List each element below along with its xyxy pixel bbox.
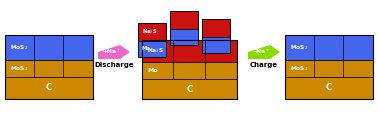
Bar [170,11,198,29]
Text: C: C [326,84,332,92]
Bar [5,35,93,99]
Bar [138,23,166,41]
Text: Mo: Mo [147,68,158,73]
Bar [5,77,93,99]
Polygon shape [98,45,130,59]
Text: C: C [46,84,52,92]
Text: MoS$_2$: MoS$_2$ [290,43,308,52]
Bar [142,40,237,62]
Bar [5,60,93,77]
Text: Mo: Mo [142,47,151,52]
Bar [285,60,373,77]
Bar [5,35,93,60]
Text: +Na$^+$: +Na$^+$ [102,48,122,56]
Text: Charge: Charge [250,62,278,68]
Text: C: C [186,84,192,94]
Bar [170,29,198,45]
Bar [285,35,373,60]
Bar [202,19,230,53]
Text: MoS$_2$: MoS$_2$ [10,43,28,52]
Bar [285,35,373,99]
Bar [202,37,230,53]
Bar [138,23,166,57]
Text: -Na$^+$: -Na$^+$ [253,48,271,56]
Bar [285,77,373,99]
Text: MoS$_2$: MoS$_2$ [290,64,308,73]
Text: Na$_2$S: Na$_2$S [147,47,164,55]
Polygon shape [248,45,280,59]
Text: MoS$_2$: MoS$_2$ [10,64,28,73]
Bar [170,11,198,45]
Bar [142,62,237,79]
Bar [142,40,237,99]
Text: Discharge: Discharge [94,62,134,68]
Bar [142,79,237,99]
Text: Na$_2$S: Na$_2$S [142,28,158,36]
Bar [202,19,230,37]
Bar [138,41,166,57]
